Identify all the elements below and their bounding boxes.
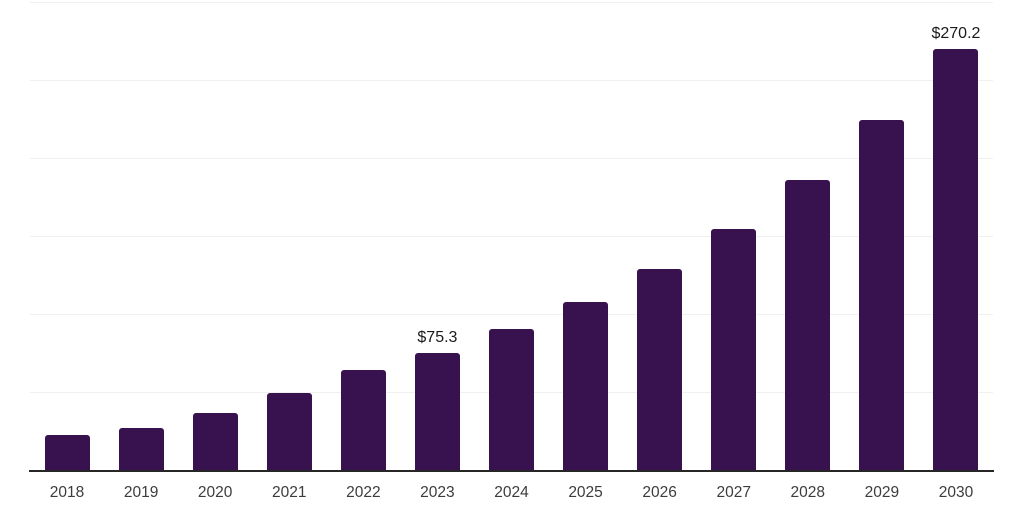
bar-data-label-2023: $75.3 bbox=[417, 328, 458, 346]
x-axis-line bbox=[29, 470, 994, 472]
x-axis-tick-labels: 2018 2019 2020 2021 2022 2023 2024 2025 2026 2027… bbox=[30, 483, 993, 503]
x-tick-label-2018: 2018 bbox=[49, 484, 85, 501]
bar-2020 bbox=[192, 412, 238, 470]
x-tick-label-2024: 2024 bbox=[494, 484, 529, 501]
bar-2023 bbox=[414, 352, 460, 470]
bar-2025 bbox=[563, 302, 609, 470]
gridline bbox=[30, 1, 993, 3]
x-tick-label-2030: 2030 bbox=[938, 484, 974, 501]
bar-2029 bbox=[859, 120, 905, 470]
plot-area: $75.3 $270.2 bbox=[30, 1, 993, 470]
bar-2024 bbox=[489, 328, 534, 470]
x-tick-label-2027: 2027 bbox=[716, 484, 751, 501]
x-tick-label-2022: 2022 bbox=[346, 484, 381, 501]
bar-2018 bbox=[44, 434, 90, 470]
gridline bbox=[30, 157, 993, 159]
gridline bbox=[30, 313, 993, 315]
x-tick-label-2023: 2023 bbox=[420, 484, 455, 501]
bar-2022 bbox=[340, 370, 386, 470]
bar-data-label-2030: $270.2 bbox=[931, 24, 981, 42]
gridline bbox=[30, 79, 993, 81]
x-tick-label-2029: 2029 bbox=[864, 484, 900, 501]
bar-2019 bbox=[118, 427, 164, 470]
bar-2021 bbox=[266, 392, 312, 470]
bar-2030 bbox=[933, 48, 979, 470]
bar-2028 bbox=[785, 180, 831, 470]
bar-2027 bbox=[711, 228, 757, 470]
gridline bbox=[30, 235, 993, 237]
x-tick-label-2028: 2028 bbox=[790, 484, 826, 501]
x-tick-label-2025: 2025 bbox=[568, 484, 603, 501]
x-tick-label-2021: 2021 bbox=[272, 484, 307, 501]
x-tick-label-2019: 2019 bbox=[123, 484, 159, 501]
x-tick-label-2026: 2026 bbox=[642, 484, 677, 501]
bar-2026 bbox=[637, 268, 683, 470]
x-tick-label-2020: 2020 bbox=[197, 484, 233, 501]
